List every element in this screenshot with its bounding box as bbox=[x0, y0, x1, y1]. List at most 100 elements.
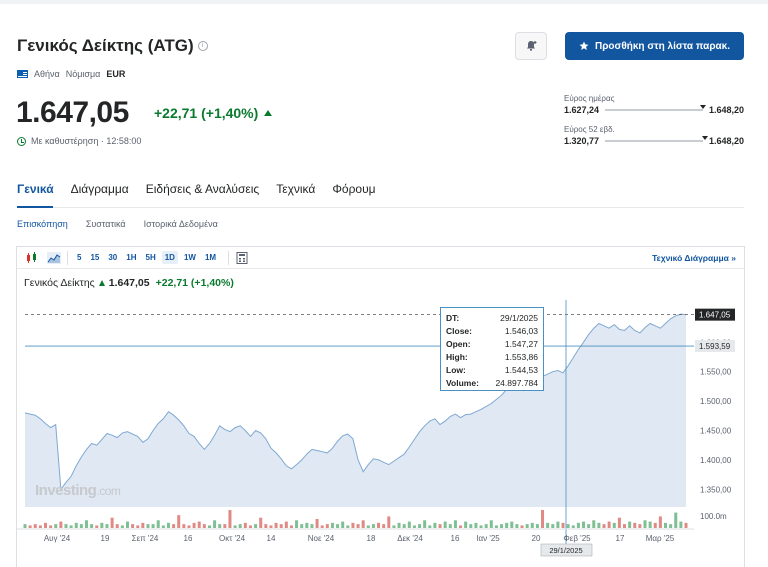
tooltip-row: Low: 1.544,53 bbox=[446, 364, 538, 377]
tooltip-key: Low: bbox=[446, 365, 466, 375]
alert-button[interactable] bbox=[515, 32, 547, 60]
volume-bar bbox=[90, 524, 94, 528]
volume-bar bbox=[525, 524, 529, 528]
tooltip-key: High: bbox=[446, 352, 468, 362]
volume-bar bbox=[289, 525, 293, 528]
subtab-components[interactable]: Συστατικά bbox=[85, 219, 126, 229]
interval-1h[interactable]: 1H bbox=[126, 253, 137, 262]
volume-bar bbox=[469, 524, 473, 528]
tooltip-key: Open: bbox=[446, 339, 471, 349]
volume-bar bbox=[412, 525, 416, 528]
info-icon[interactable]: i bbox=[197, 41, 208, 51]
volume-bar bbox=[207, 525, 211, 528]
interval-30m[interactable]: 30 bbox=[108, 253, 118, 262]
interval-1mo[interactable]: 1M bbox=[204, 253, 217, 262]
volume-bar bbox=[43, 522, 47, 528]
tooltip-row: Open: 1.547,27 bbox=[446, 338, 538, 351]
calculator-icon[interactable] bbox=[235, 251, 249, 264]
volume-bar bbox=[464, 521, 468, 528]
volume-bar bbox=[110, 517, 114, 528]
investing-watermark: Investing.com bbox=[35, 482, 121, 499]
volume-bar bbox=[494, 525, 498, 528]
volume-bar bbox=[566, 524, 570, 528]
x-tick-label: Δεκ '24 bbox=[397, 534, 423, 543]
interval-15m[interactable]: 15 bbox=[90, 253, 100, 262]
interval-5h[interactable]: 5H bbox=[145, 253, 156, 262]
volume-bar bbox=[551, 524, 555, 528]
x-tick-label: Φεβ '25 bbox=[563, 534, 591, 543]
x-tick-label: Μαρ '25 bbox=[646, 534, 675, 543]
volume-bar bbox=[515, 524, 519, 528]
volume-bar bbox=[38, 525, 42, 528]
tooltip-row: High: 1.553,86 bbox=[446, 351, 538, 364]
volume-bar bbox=[125, 521, 129, 528]
volume-bar bbox=[182, 524, 186, 528]
x-tick-label: 14 bbox=[267, 534, 276, 543]
subtab-overview[interactable]: Επισκόπηση bbox=[17, 219, 68, 229]
volume-bar bbox=[684, 522, 688, 528]
volume-bar bbox=[351, 522, 355, 528]
delay-text: Με καθυστέρηση · 12:58:00 bbox=[31, 136, 142, 146]
interval-1w[interactable]: 1W bbox=[183, 253, 196, 262]
tabs-divider bbox=[17, 207, 744, 208]
interval-1d[interactable]: 1D bbox=[161, 251, 178, 264]
volume-bar bbox=[33, 524, 37, 528]
volume-bar bbox=[592, 520, 596, 528]
crosshair-date-badge-text: 29/1/2025 bbox=[549, 546, 582, 555]
legend-name: Γενικός Δείκτης bbox=[24, 277, 95, 289]
tab-chart[interactable]: Διάγραμμα bbox=[70, 182, 129, 196]
star-icon bbox=[579, 41, 589, 50]
volume-bar bbox=[648, 521, 652, 528]
last-price-badge bbox=[695, 308, 735, 321]
volume-bar bbox=[274, 522, 278, 528]
toolbar-separator bbox=[228, 250, 230, 265]
tooltip-key: Volume: bbox=[446, 378, 479, 388]
x-tick-label: Οκτ '24 bbox=[219, 534, 246, 543]
volume-bar bbox=[387, 516, 391, 528]
interval-5m[interactable]: 5 bbox=[77, 253, 82, 262]
tab-news[interactable]: Ειδήσεις & Αναλύσεις bbox=[145, 182, 260, 196]
legend-value: 1.647,05 bbox=[108, 277, 150, 289]
volume-bar bbox=[643, 520, 647, 528]
greece-flag-icon bbox=[17, 70, 28, 78]
volume-bar bbox=[479, 525, 483, 528]
volume-bar bbox=[131, 524, 135, 528]
volume-bar bbox=[192, 522, 196, 528]
tooltip-row: Volume: 24.897.784 bbox=[446, 377, 538, 390]
add-to-watchlist-button[interactable]: Προσθήκη στη λίστα παρακ. bbox=[565, 32, 744, 60]
day-range-label: Εύρος ημέρας bbox=[564, 94, 615, 103]
volume-bar bbox=[679, 521, 683, 528]
volume-bar bbox=[341, 521, 345, 528]
volume-bar bbox=[259, 517, 263, 528]
area-chart-icon[interactable] bbox=[47, 251, 61, 264]
volume-bar bbox=[612, 522, 616, 528]
volume-bar bbox=[346, 525, 350, 528]
technical-chart-link[interactable]: Τεχνικό Διάγραμμα » bbox=[652, 253, 736, 263]
volume-bar bbox=[238, 524, 242, 528]
volume-bar bbox=[330, 522, 334, 528]
chart-legend: Γενικός Δείκτης 1.647,05 +22,71 (+1,40%) bbox=[24, 277, 234, 289]
tab-forum[interactable]: Φόρουμ bbox=[332, 182, 376, 196]
x-tick-label: 18 bbox=[367, 534, 376, 543]
volume-bar bbox=[284, 521, 288, 528]
exchange-name: Αθήνα bbox=[34, 69, 60, 79]
subtab-historical[interactable]: Ιστορικά Δεδομένα bbox=[143, 219, 218, 229]
volume-bar bbox=[54, 524, 58, 528]
tab-technical[interactable]: Τεχνικά bbox=[276, 182, 316, 196]
volume-scale-label: 100.0m bbox=[700, 512, 727, 521]
volume-bar bbox=[377, 522, 381, 528]
last-price: 1.647,05 bbox=[16, 96, 129, 129]
volume-bar bbox=[64, 524, 68, 528]
volume-bar bbox=[177, 515, 181, 528]
candlestick-icon[interactable] bbox=[25, 251, 39, 264]
x-tick-label: 16 bbox=[184, 534, 193, 543]
volume-bar bbox=[187, 525, 191, 528]
volume-bar bbox=[151, 524, 155, 528]
price-line bbox=[24, 313, 687, 491]
tab-general[interactable]: Γενικά bbox=[17, 182, 54, 196]
volume-bar bbox=[243, 522, 247, 528]
y-tick-label: 1.500,00 bbox=[700, 397, 732, 406]
x-tick-label: 20 bbox=[532, 534, 541, 543]
volume-bar bbox=[453, 520, 457, 528]
